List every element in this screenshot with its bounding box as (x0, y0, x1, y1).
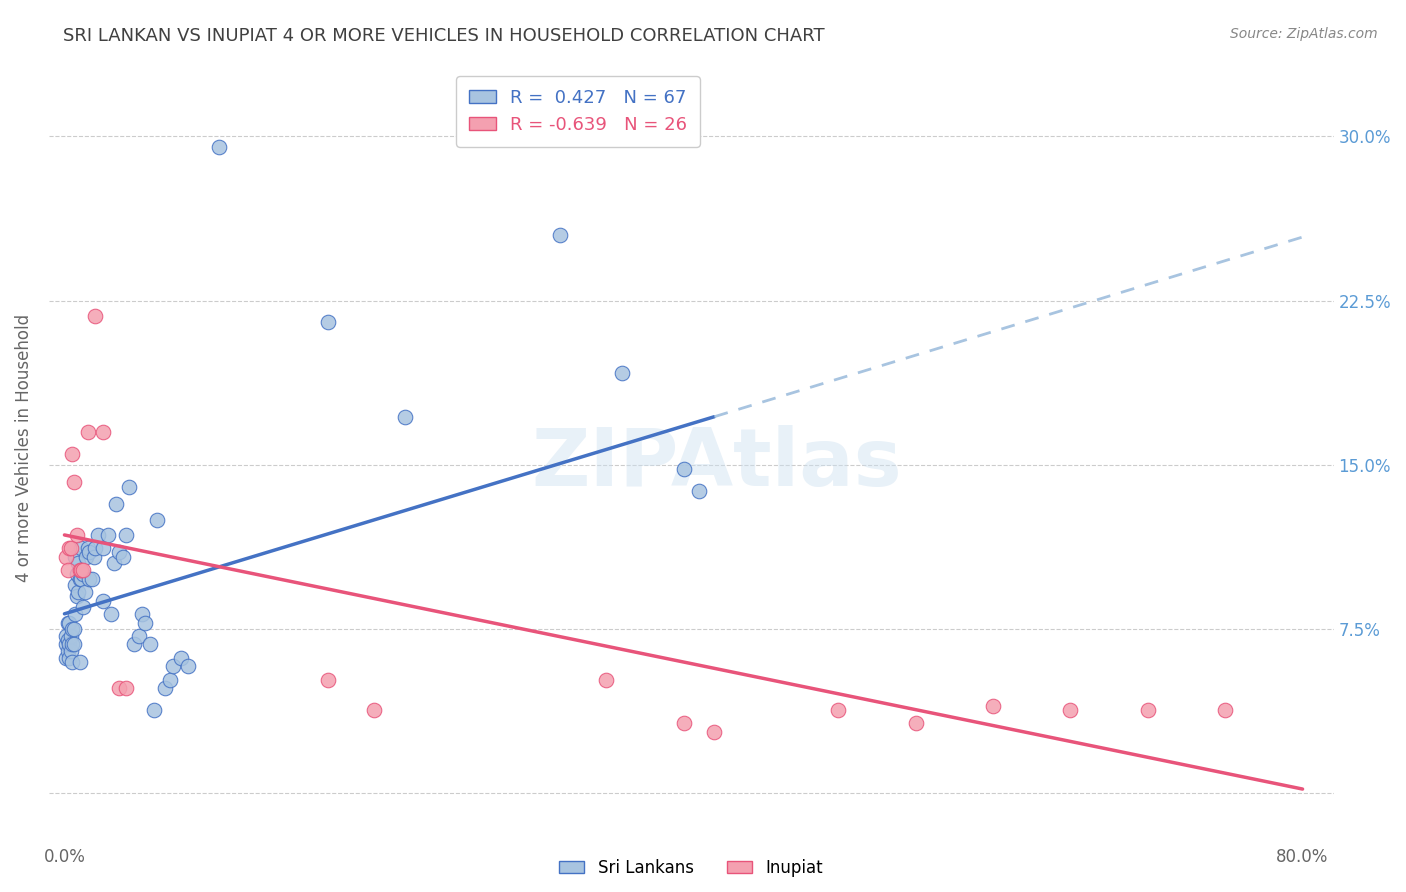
Point (595, 673, 617, 687)
Point (58, 615, 80, 630)
Point (112, 549, 135, 564)
Point (107, 681, 129, 696)
Text: ZIPAtlas: ZIPAtlas (531, 425, 903, 503)
Point (69, 572, 91, 586)
Point (55, 549, 77, 564)
Point (55, 629, 77, 643)
Point (91, 425, 114, 439)
Point (316, 673, 339, 687)
Point (70, 541, 93, 555)
Point (104, 497, 127, 511)
Point (66, 589, 89, 603)
Point (363, 703, 385, 717)
Point (58, 541, 80, 555)
Point (115, 681, 138, 696)
Point (153, 681, 176, 696)
Point (60, 655, 83, 669)
Point (84, 541, 107, 555)
Point (69, 563, 91, 577)
Point (69, 655, 91, 669)
Point (134, 615, 156, 630)
Point (138, 638, 160, 652)
Point (65, 607, 87, 621)
Point (62, 622, 84, 636)
Point (55, 638, 77, 652)
Point (97, 528, 120, 542)
Point (75, 549, 97, 564)
Point (177, 659, 200, 673)
Y-axis label: 4 or more Vehicles in Household: 4 or more Vehicles in Household (15, 314, 32, 582)
Point (610, 366, 633, 380)
Point (146, 513, 169, 527)
Point (1059, 703, 1081, 717)
Point (208, 140, 231, 154)
Point (72, 563, 94, 577)
Point (100, 607, 122, 621)
Point (548, 227, 571, 242)
Legend: Sri Lankans, Inupiat: Sri Lankans, Inupiat (553, 852, 830, 883)
Point (66, 567, 89, 582)
Point (59, 644, 82, 658)
Point (76, 425, 98, 439)
Point (128, 629, 150, 643)
Point (59, 541, 82, 555)
Point (59, 629, 82, 643)
Point (103, 557, 125, 571)
Point (122, 638, 145, 652)
Point (73, 585, 96, 599)
Point (87, 528, 110, 542)
Point (107, 545, 129, 559)
Point (67, 585, 90, 599)
Point (91, 593, 114, 607)
Point (162, 659, 184, 673)
Point (118, 480, 141, 494)
Point (131, 607, 153, 621)
Point (115, 528, 138, 542)
Point (65, 578, 87, 592)
Point (70, 572, 93, 586)
Point (60, 447, 83, 461)
Point (77, 572, 100, 586)
Point (703, 725, 725, 739)
Point (76, 541, 98, 555)
Point (60, 622, 83, 636)
Point (84, 309, 107, 323)
Point (1136, 703, 1159, 717)
Point (55, 650, 77, 665)
Point (65, 549, 87, 564)
Point (56, 633, 79, 648)
Point (56, 615, 79, 630)
Point (159, 673, 181, 687)
Point (62, 475, 84, 490)
Point (83, 549, 105, 564)
Text: SRI LANKAN VS INUPIAT 4 OR MORE VEHICLES IN HOUSEHOLD CORRELATION CHART: SRI LANKAN VS INUPIAT 4 OR MORE VEHICLES… (63, 27, 825, 45)
Point (77, 545, 100, 559)
Point (58, 650, 80, 665)
Point (82, 572, 104, 586)
Point (1213, 703, 1236, 717)
Point (904, 716, 927, 731)
Point (67, 557, 90, 571)
Point (827, 703, 849, 717)
Point (394, 409, 416, 424)
Point (316, 316, 339, 330)
Point (56, 563, 79, 577)
Text: Source: ZipAtlas.com: Source: ZipAtlas.com (1230, 27, 1378, 41)
Point (62, 638, 84, 652)
Point (72, 600, 94, 615)
Point (169, 650, 191, 665)
Point (672, 462, 695, 476)
Point (56, 644, 79, 658)
Point (688, 484, 710, 499)
Point (72, 567, 94, 582)
Point (58, 638, 80, 652)
Point (66, 528, 89, 542)
Point (91, 541, 114, 555)
Point (70, 563, 93, 577)
Point (672, 716, 695, 731)
Point (143, 703, 166, 717)
Point (981, 698, 1004, 713)
Point (60, 638, 83, 652)
